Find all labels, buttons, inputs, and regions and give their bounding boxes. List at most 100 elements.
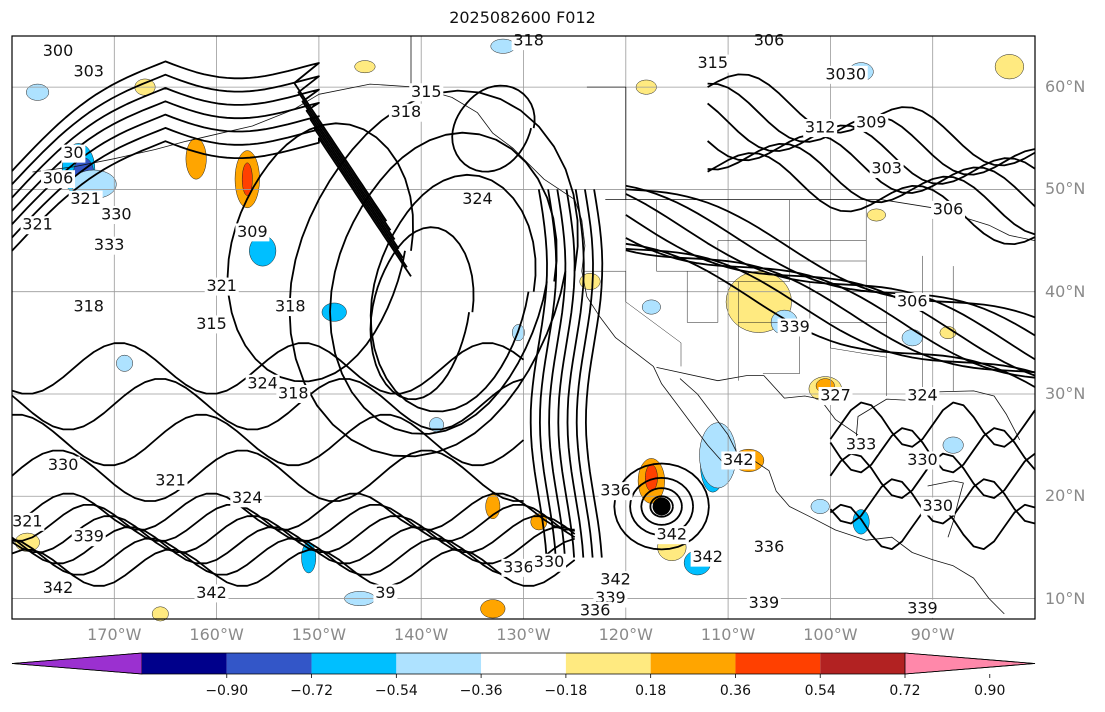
contour-label-bg [204, 277, 239, 296]
contour-label: 342 [43, 578, 74, 597]
contour-line-6 [11, 60, 388, 222]
colorbar-tick-label: 0.72 [889, 683, 921, 699]
contour-label-bg [690, 548, 725, 567]
contour-line-49 [649, 495, 674, 518]
contour-label: 30 [63, 143, 83, 162]
contour-label: 312 [805, 118, 836, 137]
coastline-layer [32, 36, 1036, 615]
contour-line-25 [548, 189, 567, 558]
contour-label-bg [844, 436, 879, 455]
contour-label-bg [99, 205, 134, 224]
contour-label-bg [532, 553, 567, 572]
contour-label-bg [276, 384, 311, 403]
contour-label: 315 [196, 314, 227, 333]
colorbar-tick-label: 0.36 [719, 683, 752, 699]
contour-label: 306 [754, 31, 785, 50]
shaded-region-30 [994, 54, 1024, 80]
contour-line-11 [226, 122, 414, 383]
shaded-region-25 [641, 299, 661, 315]
latitude-label: 50°N [1045, 179, 1086, 199]
contour-label-bg [41, 170, 76, 189]
contour-label-bg [373, 584, 398, 603]
contour-line-37 [625, 242, 1036, 388]
contour-label: 324 [462, 189, 493, 208]
contour-label-bg [695, 54, 730, 73]
contour-line-2 [11, 113, 404, 259]
contour-label: 342 [600, 570, 631, 589]
contour-line-18 [11, 492, 575, 531]
contour-label-bg [721, 451, 756, 470]
contour-line-27 [566, 189, 585, 558]
contour-label-bg [746, 594, 781, 613]
state-border [686, 271, 719, 323]
contour-label: 333 [94, 235, 125, 254]
shaded-region-45 [116, 354, 133, 372]
contour-label: 321 [22, 215, 53, 234]
contour-label: 321 [70, 189, 101, 208]
shaded-region-39 [151, 606, 169, 622]
contour-label: 318 [275, 297, 306, 316]
contour-label-bg [895, 292, 930, 311]
contour-line-0 [11, 137, 412, 277]
contour-label-bg [409, 83, 444, 102]
contour-line-31 [625, 184, 1036, 337]
contour-label-bg [460, 190, 495, 209]
colorbar-tick-label: −0.90 [205, 683, 249, 699]
contour-layer [11, 60, 1036, 587]
contour-label: 336 [580, 600, 611, 619]
contour-label: 327 [820, 386, 851, 405]
contour-line-1 [11, 127, 408, 268]
shaded-region-34 [26, 83, 50, 101]
state-border [717, 240, 790, 282]
coastline [679, 378, 1005, 615]
coastline [586, 86, 627, 200]
contour-label-bg [869, 159, 904, 178]
colorbar-segment [650, 653, 736, 674]
shaded-anomaly-layer [14, 38, 1024, 622]
longitude-label: 110°W [700, 625, 756, 644]
shaded-region-27 [866, 208, 886, 222]
longitude-label: 130°W [496, 625, 551, 644]
contour-label: 318 [513, 31, 544, 50]
contour-label-bg [501, 558, 536, 577]
colorbar-tick-label: −0.72 [290, 683, 333, 699]
coastline [605, 199, 1036, 241]
colorbar-tick-label: 0.54 [804, 683, 836, 699]
contour-label: 342 [723, 450, 754, 469]
longitude-label: 90°W [910, 625, 955, 644]
contour-label-bg [194, 315, 229, 334]
state-border [762, 322, 800, 374]
contour-label-bg [931, 200, 966, 219]
contour-line-47 [829, 478, 1036, 525]
contour-label: 333 [846, 435, 877, 454]
contour-line-28 [575, 189, 594, 558]
longitude-label: 140°W [394, 625, 449, 644]
map-title: 2025082600 F012 [449, 8, 596, 27]
contour-label: 318 [278, 383, 309, 402]
contour-label-bg [598, 482, 633, 501]
contour-label: 309 [856, 112, 887, 131]
contour-label: 342 [196, 583, 227, 602]
contour-label: 339 [779, 317, 810, 336]
contour-label: 306 [933, 199, 964, 218]
contour-label-bg [71, 528, 106, 547]
contour-label: 321 [155, 470, 186, 489]
colorbar-tick-label: 0.90 [974, 683, 1006, 699]
coastline [656, 367, 859, 436]
longitude-label: 170°W [87, 625, 142, 644]
colorbar-tick-label: −0.36 [459, 683, 503, 699]
contour-label-bg [153, 471, 188, 490]
contour-label-bg [511, 32, 546, 51]
colorbar-tick-label: −0.54 [374, 683, 418, 699]
contour-label: 339 [73, 527, 104, 546]
contour-label: 309 [237, 222, 268, 241]
contour-label-bg [46, 456, 81, 475]
shaded-region-29 [901, 329, 923, 347]
longitude-label: 160°W [189, 625, 244, 644]
contour-label-bg [273, 298, 308, 317]
contour-label-bg [68, 190, 103, 209]
longitude-label: 120°W [598, 625, 653, 644]
latitude-label: 30°N [1045, 383, 1086, 403]
contour-line-21 [11, 378, 524, 431]
